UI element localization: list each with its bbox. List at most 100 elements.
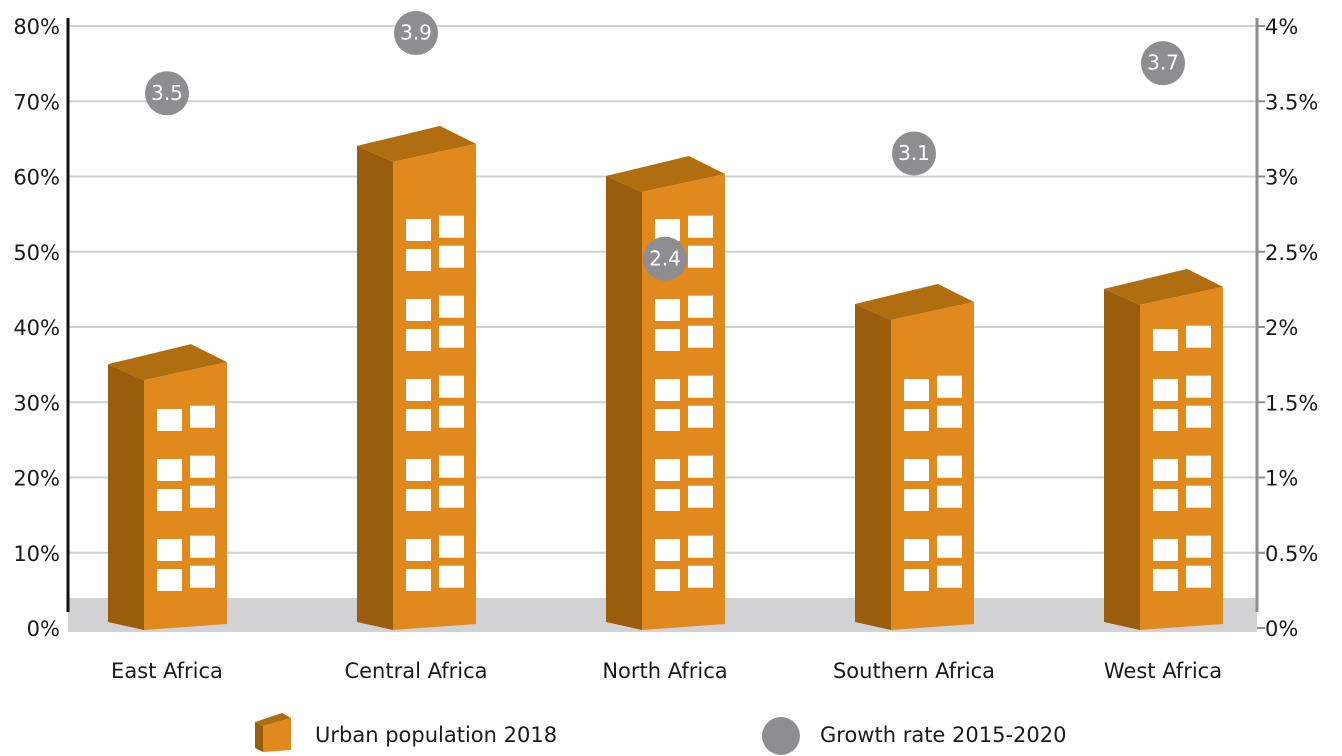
y-tick-label: 0% [27,617,60,641]
dot-label: 3.7 [1147,51,1179,75]
window [157,459,182,481]
window [904,489,929,511]
legend-icon-roof [255,713,291,726]
window [655,299,680,321]
window [157,409,182,431]
window [688,405,713,428]
window [190,535,215,558]
x-tick-label: Central Africa [344,659,487,683]
y-tick-label: 20% [13,467,60,491]
y-tick-label: 60% [13,166,60,190]
dot-label: 2.4 [649,246,681,270]
window [406,569,431,591]
legend-icon [263,718,291,752]
window [157,489,182,511]
window [157,569,182,591]
window [655,329,680,351]
window [439,325,464,348]
window [1153,569,1178,591]
building-roof [1104,268,1223,305]
building-roof [108,344,227,381]
y-tick-label: 50% [13,241,60,265]
window [1186,485,1211,508]
window [1153,489,1178,511]
window [688,215,713,238]
x-tick-label: East Africa [111,659,223,683]
window [1186,455,1211,478]
y2-tick-label: 3% [1265,166,1298,190]
building-side [108,364,144,630]
window [1186,325,1211,348]
legend-icon-side [255,722,263,752]
building-roof [855,283,974,320]
window [655,379,680,401]
window [655,569,680,591]
window [406,409,431,431]
growth-dot [643,236,687,281]
legend-icon [762,717,800,755]
growth-dot [394,11,438,56]
window [937,375,962,398]
window [688,325,713,348]
window [1186,565,1211,588]
window [1186,375,1211,398]
y-tick-label: 10% [13,542,60,566]
window [655,489,680,511]
window [1153,539,1178,561]
window [439,375,464,398]
window [655,539,680,561]
x-tick-label: Southern Africa [833,659,995,683]
legend-label: Growth rate 2015-2020 [820,723,1066,747]
window [1186,535,1211,558]
window [406,219,431,241]
building-side [1104,288,1140,630]
window [937,405,962,428]
x-tick-label: West Africa [1104,659,1222,683]
y2-tick-label: 3.5% [1265,90,1318,114]
y2-tick-label: 1.5% [1265,391,1318,415]
y2-tick-label: 2.5% [1265,241,1318,265]
window [688,485,713,508]
window [688,295,713,318]
y2-tick-label: 0.5% [1265,542,1318,566]
window [439,485,464,508]
window [688,245,713,268]
window [406,329,431,351]
window [1186,405,1211,428]
window [406,489,431,511]
y-tick-label: 80% [13,15,60,39]
window [157,539,182,561]
y2-tick-label: 2% [1265,316,1298,340]
building-side [357,145,393,631]
window [439,295,464,318]
window [655,219,680,241]
building-roof [606,156,725,193]
window [1153,459,1178,481]
window [904,569,929,591]
window [439,215,464,238]
y-tick-label: 30% [13,391,60,415]
building-roof [357,125,476,162]
window [1153,329,1178,351]
window [904,379,929,401]
window [688,535,713,558]
window [937,565,962,588]
window [937,485,962,508]
window [688,375,713,398]
window [190,455,215,478]
y2-tick-label: 4% [1265,15,1298,39]
y-tick-label: 40% [13,316,60,340]
dot-label: 3.1 [898,141,930,165]
legend-label: Urban population 2018 [315,723,557,747]
window [439,455,464,478]
window [688,455,713,478]
building-side [606,176,642,630]
y2-tick-label: 1% [1265,467,1298,491]
window [904,459,929,481]
window [688,565,713,588]
window [937,455,962,478]
window [439,245,464,268]
y-tick-label: 70% [13,90,60,114]
